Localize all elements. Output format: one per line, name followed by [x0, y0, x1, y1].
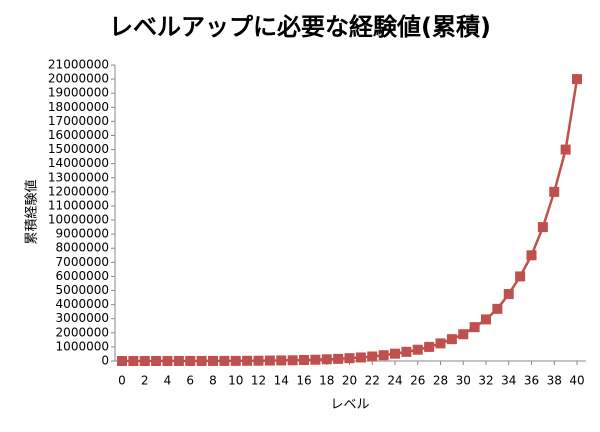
x-tick-label: 18	[319, 374, 334, 388]
x-tick-label: 0	[118, 374, 126, 388]
y-tick-label: 16000000	[48, 128, 109, 142]
point-marker	[196, 355, 207, 366]
x-tick-label: 30	[456, 374, 471, 388]
point-marker	[412, 344, 423, 355]
point-marker	[264, 355, 275, 366]
y-axis-title: 累積経験値	[24, 179, 40, 244]
x-tick-label: 26	[410, 374, 425, 388]
point-marker	[367, 351, 378, 362]
y-tick-label: 4000000	[56, 297, 109, 311]
point-marker	[117, 356, 127, 366]
y-tick-label: 20000000	[48, 72, 109, 86]
point-marker	[344, 353, 355, 364]
point-marker	[481, 314, 491, 325]
y-tick-label: 0	[101, 354, 109, 368]
y-tick-label: 13000000	[48, 170, 109, 184]
x-tick-label: 36	[524, 374, 539, 388]
y-tick-label: 14000000	[48, 156, 109, 170]
x-tick-label: 38	[547, 374, 562, 388]
point-marker	[287, 355, 298, 366]
y-tick-label: 17000000	[48, 114, 109, 128]
x-tick-label: 4	[164, 374, 172, 388]
y-tick-label: 12000000	[48, 184, 109, 198]
x-tick-label: 2	[141, 374, 149, 388]
point-marker	[162, 355, 173, 366]
x-tick-label: 40	[569, 374, 584, 388]
point-marker	[276, 355, 287, 366]
point-marker	[333, 353, 344, 364]
point-marker	[242, 355, 253, 366]
point-marker	[219, 355, 230, 366]
x-tick-label: 10	[228, 374, 243, 388]
y-tick-label: 2000000	[56, 325, 109, 339]
x-tick-label: 16	[296, 374, 311, 388]
point-marker	[526, 250, 537, 261]
x-tick-label: 6	[186, 374, 194, 388]
point-marker	[151, 355, 162, 366]
point-marker	[230, 355, 241, 366]
y-tick-label: 21000000	[48, 58, 109, 72]
point-marker	[572, 74, 582, 85]
x-tick-label: 8	[209, 374, 217, 388]
point-marker	[173, 355, 184, 366]
point-marker	[424, 341, 435, 352]
point-marker	[503, 289, 514, 300]
point-marker	[549, 186, 560, 197]
point-marker	[492, 303, 503, 314]
y-tick-label: 11000000	[48, 198, 109, 212]
x-tick-label: 28	[433, 374, 448, 388]
point-marker	[321, 354, 332, 365]
point-marker	[128, 355, 139, 366]
x-tick-label: 34	[501, 374, 516, 388]
y-tick-label: 3000000	[56, 311, 109, 325]
point-marker	[515, 271, 526, 282]
point-marker	[299, 355, 309, 366]
point-marker	[355, 352, 366, 363]
point-marker	[458, 329, 469, 340]
point-marker	[469, 322, 480, 333]
x-tick-label: 24	[387, 374, 402, 388]
point-marker	[139, 355, 150, 366]
point-marker	[253, 355, 264, 366]
y-tick-label: 1000000	[56, 339, 109, 353]
y-tick-label: 8000000	[56, 241, 109, 255]
point-marker	[446, 334, 457, 345]
y-tick-label: 7000000	[56, 255, 109, 269]
x-tick-label: 32	[478, 374, 493, 388]
y-tick-label: 10000000	[48, 213, 109, 227]
point-marker	[390, 348, 400, 359]
point-marker	[537, 222, 548, 233]
point-marker	[435, 338, 446, 349]
y-tick-label: 6000000	[56, 269, 109, 283]
point-marker	[378, 350, 389, 361]
y-tick-label: 19000000	[48, 86, 109, 100]
y-tick-label: 5000000	[56, 283, 109, 297]
point-marker	[401, 346, 412, 357]
y-tick-label: 15000000	[48, 142, 109, 156]
x-tick-label: 12	[251, 374, 266, 388]
x-axis-title: レベル	[330, 398, 369, 413]
point-marker	[208, 355, 218, 366]
x-tick-label: 22	[365, 374, 380, 388]
point-marker	[310, 354, 321, 365]
point-marker	[185, 355, 196, 366]
y-tick-label: 9000000	[56, 227, 109, 241]
x-tick-label: 14	[274, 374, 289, 388]
chart-title: レベルアップに必要な経験値(累積)	[109, 13, 491, 41]
y-tick-label: 18000000	[48, 100, 109, 114]
x-tick-label: 20	[342, 374, 357, 388]
point-marker	[560, 144, 571, 155]
